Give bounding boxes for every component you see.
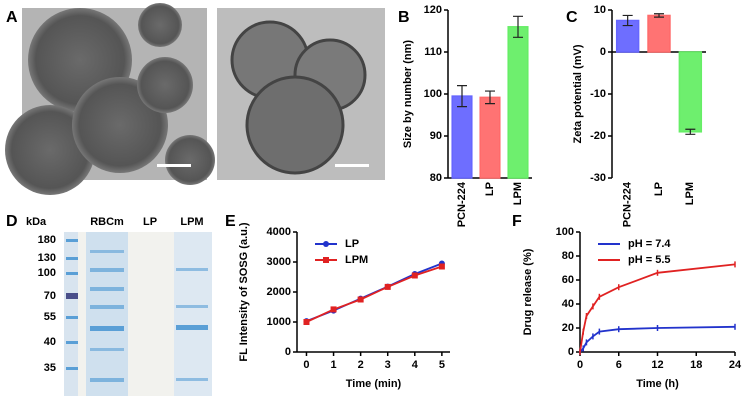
error-bar xyxy=(622,14,633,27)
legend-label: pH = 5.5 xyxy=(628,254,671,266)
y-tick-label: 1000 xyxy=(267,316,291,328)
lane-label: RBCm xyxy=(90,216,124,228)
x-axis-label: Time (h) xyxy=(636,378,679,390)
x-tick-label: 5 xyxy=(439,359,445,371)
x-tick-label: 18 xyxy=(690,359,702,371)
bar xyxy=(479,96,501,179)
x-tick-label: 2 xyxy=(358,359,364,371)
y-tick-label: 110 xyxy=(424,46,442,58)
point xyxy=(330,306,337,313)
x-tick-label: 3 xyxy=(385,359,391,371)
x-tick-label: 6 xyxy=(616,359,622,371)
x-tick-label: LPM xyxy=(684,182,696,205)
y-axis-label: Zeta potential (mV) xyxy=(572,44,584,143)
panel-label: F xyxy=(512,213,522,230)
marker-label: 35 xyxy=(44,362,56,374)
bar xyxy=(451,95,473,179)
error-bar xyxy=(457,85,467,108)
x-tick-label: 24 xyxy=(729,359,742,371)
x-tick-label: PCN-224 xyxy=(622,181,634,227)
bar xyxy=(647,14,671,53)
y-tick-label: 60 xyxy=(562,274,574,286)
x-tick-label: 0 xyxy=(303,359,309,371)
x-tick-label: PCN-224 xyxy=(456,181,468,227)
error-bar xyxy=(654,13,664,18)
legend-marker xyxy=(323,257,329,263)
y-tick-label: -10 xyxy=(590,88,606,100)
x-tick-label: 4 xyxy=(412,359,419,371)
y-axis-label: FL Intensity of SOSG (a.u.) xyxy=(238,222,250,361)
marker-label: 55 xyxy=(44,311,56,323)
legend-label: LP xyxy=(345,238,359,250)
y-axis-label: Size by number (nm) xyxy=(402,40,414,149)
y-axis-label: Drug release (%) xyxy=(522,248,534,335)
y-tick-label: 0 xyxy=(600,46,606,58)
y-tick-label: 80 xyxy=(430,172,442,184)
x-axis-label: Time (min) xyxy=(346,378,402,390)
x-tick-label: LP xyxy=(653,182,665,196)
y-tick-label: -20 xyxy=(590,130,606,142)
legend-marker xyxy=(323,241,329,247)
tem-image-1 xyxy=(5,3,215,195)
x-tick-label: 12 xyxy=(651,359,663,371)
lane-label: LP xyxy=(143,216,157,228)
marker-label: 100 xyxy=(38,267,56,279)
y-tick-label: 80 xyxy=(562,250,574,262)
x-tick-label: LP xyxy=(484,182,496,196)
gel xyxy=(64,232,212,396)
panel-label: A xyxy=(6,9,18,26)
y-tick-label: 90 xyxy=(430,130,442,142)
bar xyxy=(678,51,703,133)
error-bar xyxy=(685,128,696,135)
x-tick-label: 1 xyxy=(330,359,336,371)
point xyxy=(384,283,391,290)
bar xyxy=(507,26,529,179)
marker-label: 70 xyxy=(44,290,56,302)
x-tick-label: LPM xyxy=(512,182,524,205)
panel-label: C xyxy=(566,9,578,26)
point xyxy=(357,296,364,303)
y-tick-label: 20 xyxy=(562,322,574,334)
marker-label: 40 xyxy=(44,336,56,348)
y-tick-label: 100 xyxy=(556,226,574,238)
error-bar xyxy=(513,15,523,38)
panel-label: E xyxy=(225,213,236,230)
y-tick-label: 120 xyxy=(424,4,442,16)
legend-label: LPM xyxy=(345,254,368,266)
series-line xyxy=(579,263,736,353)
lane-label: LPM xyxy=(180,216,203,228)
y-tick-label: 40 xyxy=(562,298,574,310)
panel-label: D xyxy=(6,213,18,230)
x-tick-label: 0 xyxy=(577,359,583,371)
marker-label: 130 xyxy=(38,252,56,264)
point xyxy=(411,272,418,279)
y-tick-label: 4000 xyxy=(267,226,291,238)
gel-unit: kDa xyxy=(26,216,47,228)
y-tick-label: 0 xyxy=(568,346,574,358)
marker-label: 180 xyxy=(38,234,56,246)
point xyxy=(303,319,310,325)
panel-label: B xyxy=(398,9,410,26)
error-bar xyxy=(485,90,495,105)
y-tick-label: 3000 xyxy=(267,256,291,268)
y-tick-label: 0 xyxy=(285,346,291,358)
y-tick-label: 2000 xyxy=(267,286,291,298)
y-tick-label: -30 xyxy=(590,172,606,184)
y-tick-label: 10 xyxy=(594,4,606,16)
y-tick-label: 100 xyxy=(424,88,442,100)
point xyxy=(438,263,445,270)
legend-label: pH = 7.4 xyxy=(628,238,671,250)
series-line xyxy=(306,265,443,323)
tem-image-2 xyxy=(217,8,385,180)
